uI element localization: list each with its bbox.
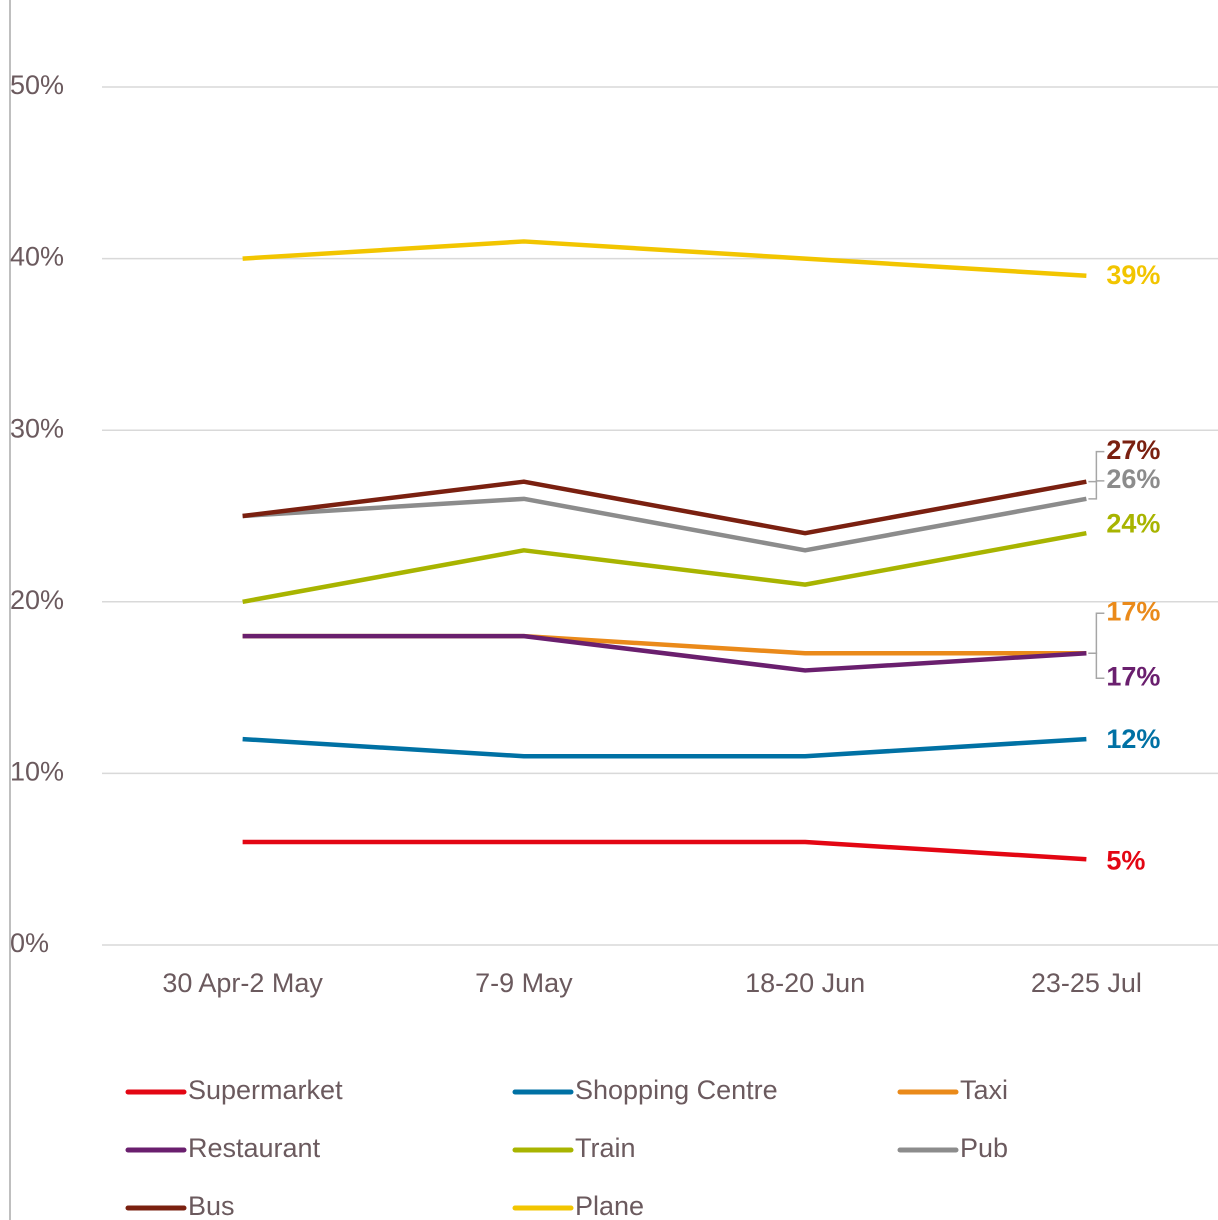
legend-label: Shopping Centre bbox=[575, 1075, 778, 1105]
leader-line bbox=[1088, 450, 1105, 483]
y-tick-label: 30% bbox=[10, 413, 64, 443]
leader-line bbox=[1088, 652, 1105, 680]
series-line bbox=[242, 479, 1087, 536]
y-tick-label: 10% bbox=[10, 757, 64, 787]
series-line bbox=[242, 496, 1087, 553]
x-tick-label: 18-20 Jun bbox=[745, 968, 865, 998]
legend-label: Taxi bbox=[960, 1075, 1008, 1105]
value-label: 12% bbox=[1106, 724, 1160, 754]
x-tick-label: 7-9 May bbox=[475, 968, 573, 998]
y-tick-label: 0% bbox=[10, 928, 49, 958]
value-label: 24% bbox=[1106, 508, 1160, 538]
series-line bbox=[242, 736, 1087, 759]
legend-label: Train bbox=[575, 1133, 636, 1163]
series-line bbox=[242, 530, 1087, 605]
value-label: 27% bbox=[1106, 435, 1160, 465]
value-label: 17% bbox=[1106, 661, 1160, 691]
legend-label: Bus bbox=[188, 1191, 235, 1220]
y-tick-label: 20% bbox=[10, 585, 64, 615]
series-line bbox=[242, 239, 1087, 279]
x-tick-label: 23-25 Jul bbox=[1031, 968, 1142, 998]
series-line bbox=[242, 839, 1087, 862]
legend-label: Restaurant bbox=[188, 1133, 321, 1163]
legend-label: Plane bbox=[575, 1191, 644, 1220]
legend-label: Pub bbox=[960, 1133, 1008, 1163]
x-tick-label: 30 Apr-2 May bbox=[162, 968, 323, 998]
series-line bbox=[242, 633, 1087, 673]
value-label: 17% bbox=[1106, 596, 1160, 626]
value-label: 5% bbox=[1106, 845, 1145, 875]
y-tick-label: 50% bbox=[10, 70, 64, 100]
series-line bbox=[242, 633, 1087, 656]
y-tick-label: 40% bbox=[10, 242, 64, 272]
leader-line bbox=[1088, 612, 1105, 655]
value-label: 26% bbox=[1106, 464, 1160, 494]
value-label: 39% bbox=[1106, 260, 1160, 290]
leader-line bbox=[1088, 480, 1105, 500]
legend-label: Supermarket bbox=[188, 1075, 343, 1105]
